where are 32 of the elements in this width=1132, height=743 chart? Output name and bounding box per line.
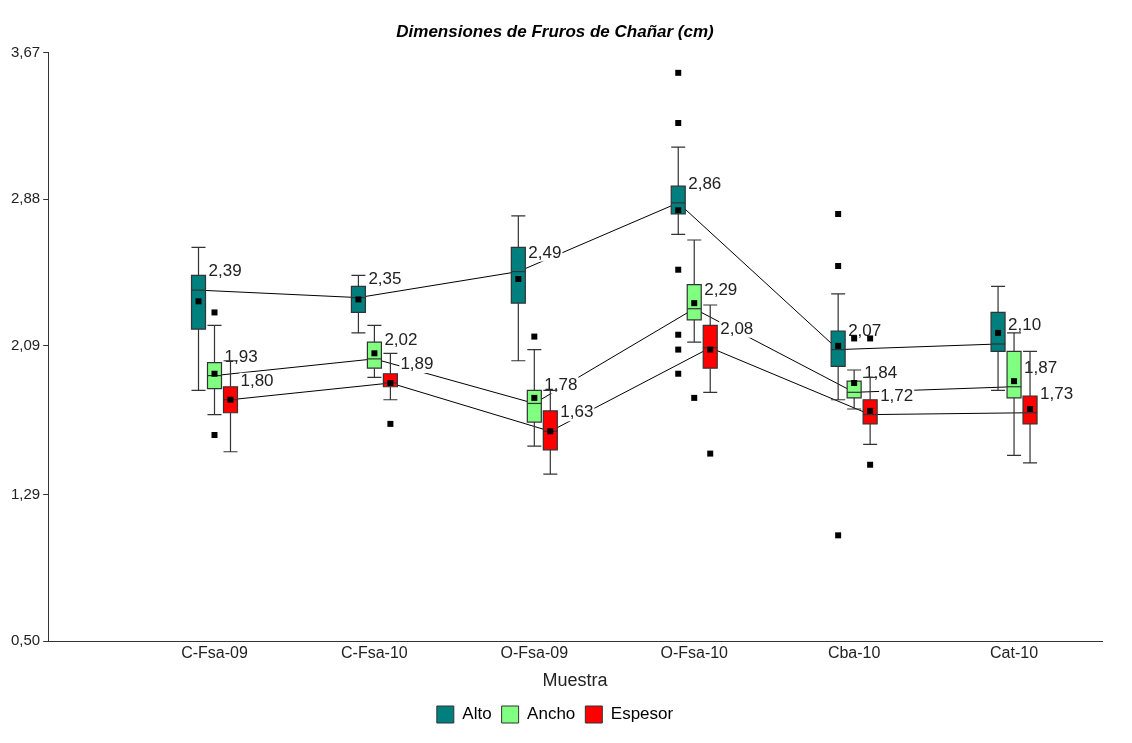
legend-label: Alto [462,704,492,724]
annotation: 1,80 [240,370,274,390]
annotation: 1,63 [560,402,594,422]
annotation: 2,29 [704,279,738,299]
annotation: 2,86 [688,174,722,194]
annotation: 2,35 [368,268,402,288]
legend-label: Ancho [527,704,576,724]
annotation: 2,02 [384,330,418,350]
annotation: 2,49 [528,242,562,262]
annotation: 2,39 [208,261,242,281]
x-tick-label: O-Fsa-09 [500,644,569,662]
x-tick-label: Cat-10 [990,644,1039,662]
annotation: 1,89 [400,354,434,374]
annotation: 2,07 [848,320,882,340]
annotation: 1,73 [1040,383,1074,403]
annotation: 1,78 [544,374,578,394]
x-tick-label: C-Fsa-09 [181,644,248,662]
x-tick-label: O-Fsa-10 [660,644,729,662]
x-tick-label: Cba-10 [827,644,881,662]
y-tick-label: 1,29 [10,484,41,502]
x-axis-title: Muestra [542,670,609,691]
y-tick-label: 3,67 [10,42,41,60]
legend-label: Espesor [610,704,674,724]
annotation: 1,72 [880,385,914,405]
annotation: 2,08 [720,318,754,338]
chart-title: Dimensiones de Fruros de Chañar (cm) [396,21,715,41]
annotation: 2,10 [1008,315,1042,335]
annotation: 1,93 [224,346,258,366]
y-tick-label: 2,88 [10,189,41,207]
y-tick-label: 0,50 [10,631,41,649]
y-tick-label: 2,09 [10,336,41,354]
x-tick-label: C-Fsa-10 [341,644,408,662]
